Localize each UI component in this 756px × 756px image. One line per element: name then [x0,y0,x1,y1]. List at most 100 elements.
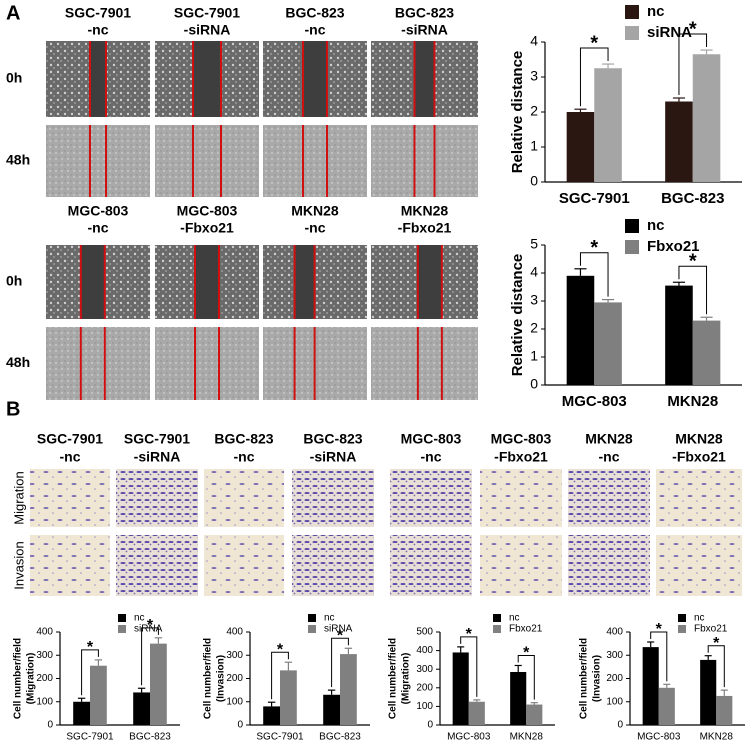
y-tick-label: 200 [226,673,243,684]
wound-image [155,327,259,400]
y-tick-label: 0 [530,173,538,189]
x-tick-label: MKN28 [667,393,718,410]
x-tick-label: BGC-823 [319,732,361,743]
bar [665,285,693,385]
bar [323,694,340,725]
legend-label: nc [324,613,335,624]
bar [133,692,150,725]
y-tick-label: 5 [530,236,538,252]
column-header: MGC-803 [491,431,552,447]
y-tick-label: 3 [530,68,538,84]
panel-label: B [6,398,20,420]
y-axis-label: Cell number/field [203,638,214,719]
transwell-image [656,469,742,527]
y-tick-label: 0 [47,720,53,731]
y-tick-label: 0 [530,376,538,392]
bar [594,302,622,385]
y-axis-label: Relative distance [509,254,526,377]
column-header: -siRNA [401,22,448,38]
wound-gap [303,41,327,117]
significance-star: * [656,621,663,638]
transwell-image [204,469,284,527]
transwell-image [568,469,650,527]
y-tick-label: 100 [36,696,53,707]
column-header: -nc [305,220,326,236]
legend-label: nc [134,613,145,624]
y-tick-label: 1 [530,138,538,154]
y-tick-label: 0 [427,720,433,731]
column-header: -nc [421,449,442,465]
bar [716,695,733,725]
significance-bracket [460,636,478,697]
significance-star: * [337,627,344,644]
legend-swatch [625,26,639,40]
row-label: Migration [11,471,26,524]
bar [73,701,90,725]
significance-star: * [147,617,154,634]
column-header: SGC-7901 [124,431,190,447]
column-header: BGC-823 [214,431,273,447]
significance-bracket [81,649,99,696]
y-tick-label: 100 [226,696,243,707]
y-tick-label: 200 [36,673,53,684]
legend-label: Fbxo21 [509,624,543,635]
significance-bracket [141,627,159,686]
column-header: SGC-7901 [174,5,240,21]
column-header: SGC-7901 [37,431,103,447]
panel-label: A [6,2,20,24]
column-header: MKN28 [585,431,633,447]
x-tick-label: SGC-7901 [66,732,114,743]
legend-swatch [678,625,686,633]
significance-bracket [650,631,668,682]
bar [90,665,107,725]
wound-gap [193,41,221,117]
significance-star: * [590,237,598,259]
significance-star: * [713,635,720,652]
bar [566,112,595,182]
y-tick-label: 2 [530,320,538,336]
transwell-image [390,469,472,527]
significance-bracket [707,645,725,688]
bar [510,671,527,725]
y-tick-label: 3 [530,292,538,308]
wound-gap [90,41,106,117]
time-label: 0h [6,70,22,86]
transwell-image [568,535,650,596]
legend-label: nc [509,613,520,624]
significance-bracket [579,47,609,107]
y-axis-label: (Migration) [401,653,412,705]
column-header: -nc [599,449,620,465]
bar [452,652,469,725]
transwell-image [480,535,562,596]
legend-swatch [118,614,126,622]
y-tick-label: 300 [226,650,243,661]
legend-swatch [625,219,639,233]
y-axis-label: Cell number/field [13,638,24,719]
y-tick-label: 400 [416,645,433,656]
y-tick-label: 200 [416,682,433,693]
y-tick-label: 500 [416,627,433,638]
wound-image [155,125,259,197]
legend-label: siRNA [647,24,692,41]
y-tick-label: 0 [617,720,623,731]
bar [658,687,675,725]
time-label: 0h [6,273,22,289]
column-header: -nc [88,22,109,38]
y-axis-label: (Invasion) [216,655,227,702]
y-axis-label: Relative distance [509,51,526,174]
significance-star: * [87,639,94,656]
column-header: MKN28 [291,203,339,219]
wound-image [46,125,150,197]
wound-image [263,125,367,197]
row-label: Invasion [11,541,26,589]
column-header: -siRNA [184,22,231,38]
significance-star: * [689,18,697,40]
column-header: MGC-803 [68,203,129,219]
legend-swatch [625,240,639,254]
significance-star: * [277,641,284,658]
significance-bracket [678,33,708,95]
x-tick-label: BGC-823 [661,190,724,207]
legend-swatch [308,625,316,633]
wound-gap [294,245,315,319]
transwell-image [204,535,284,596]
